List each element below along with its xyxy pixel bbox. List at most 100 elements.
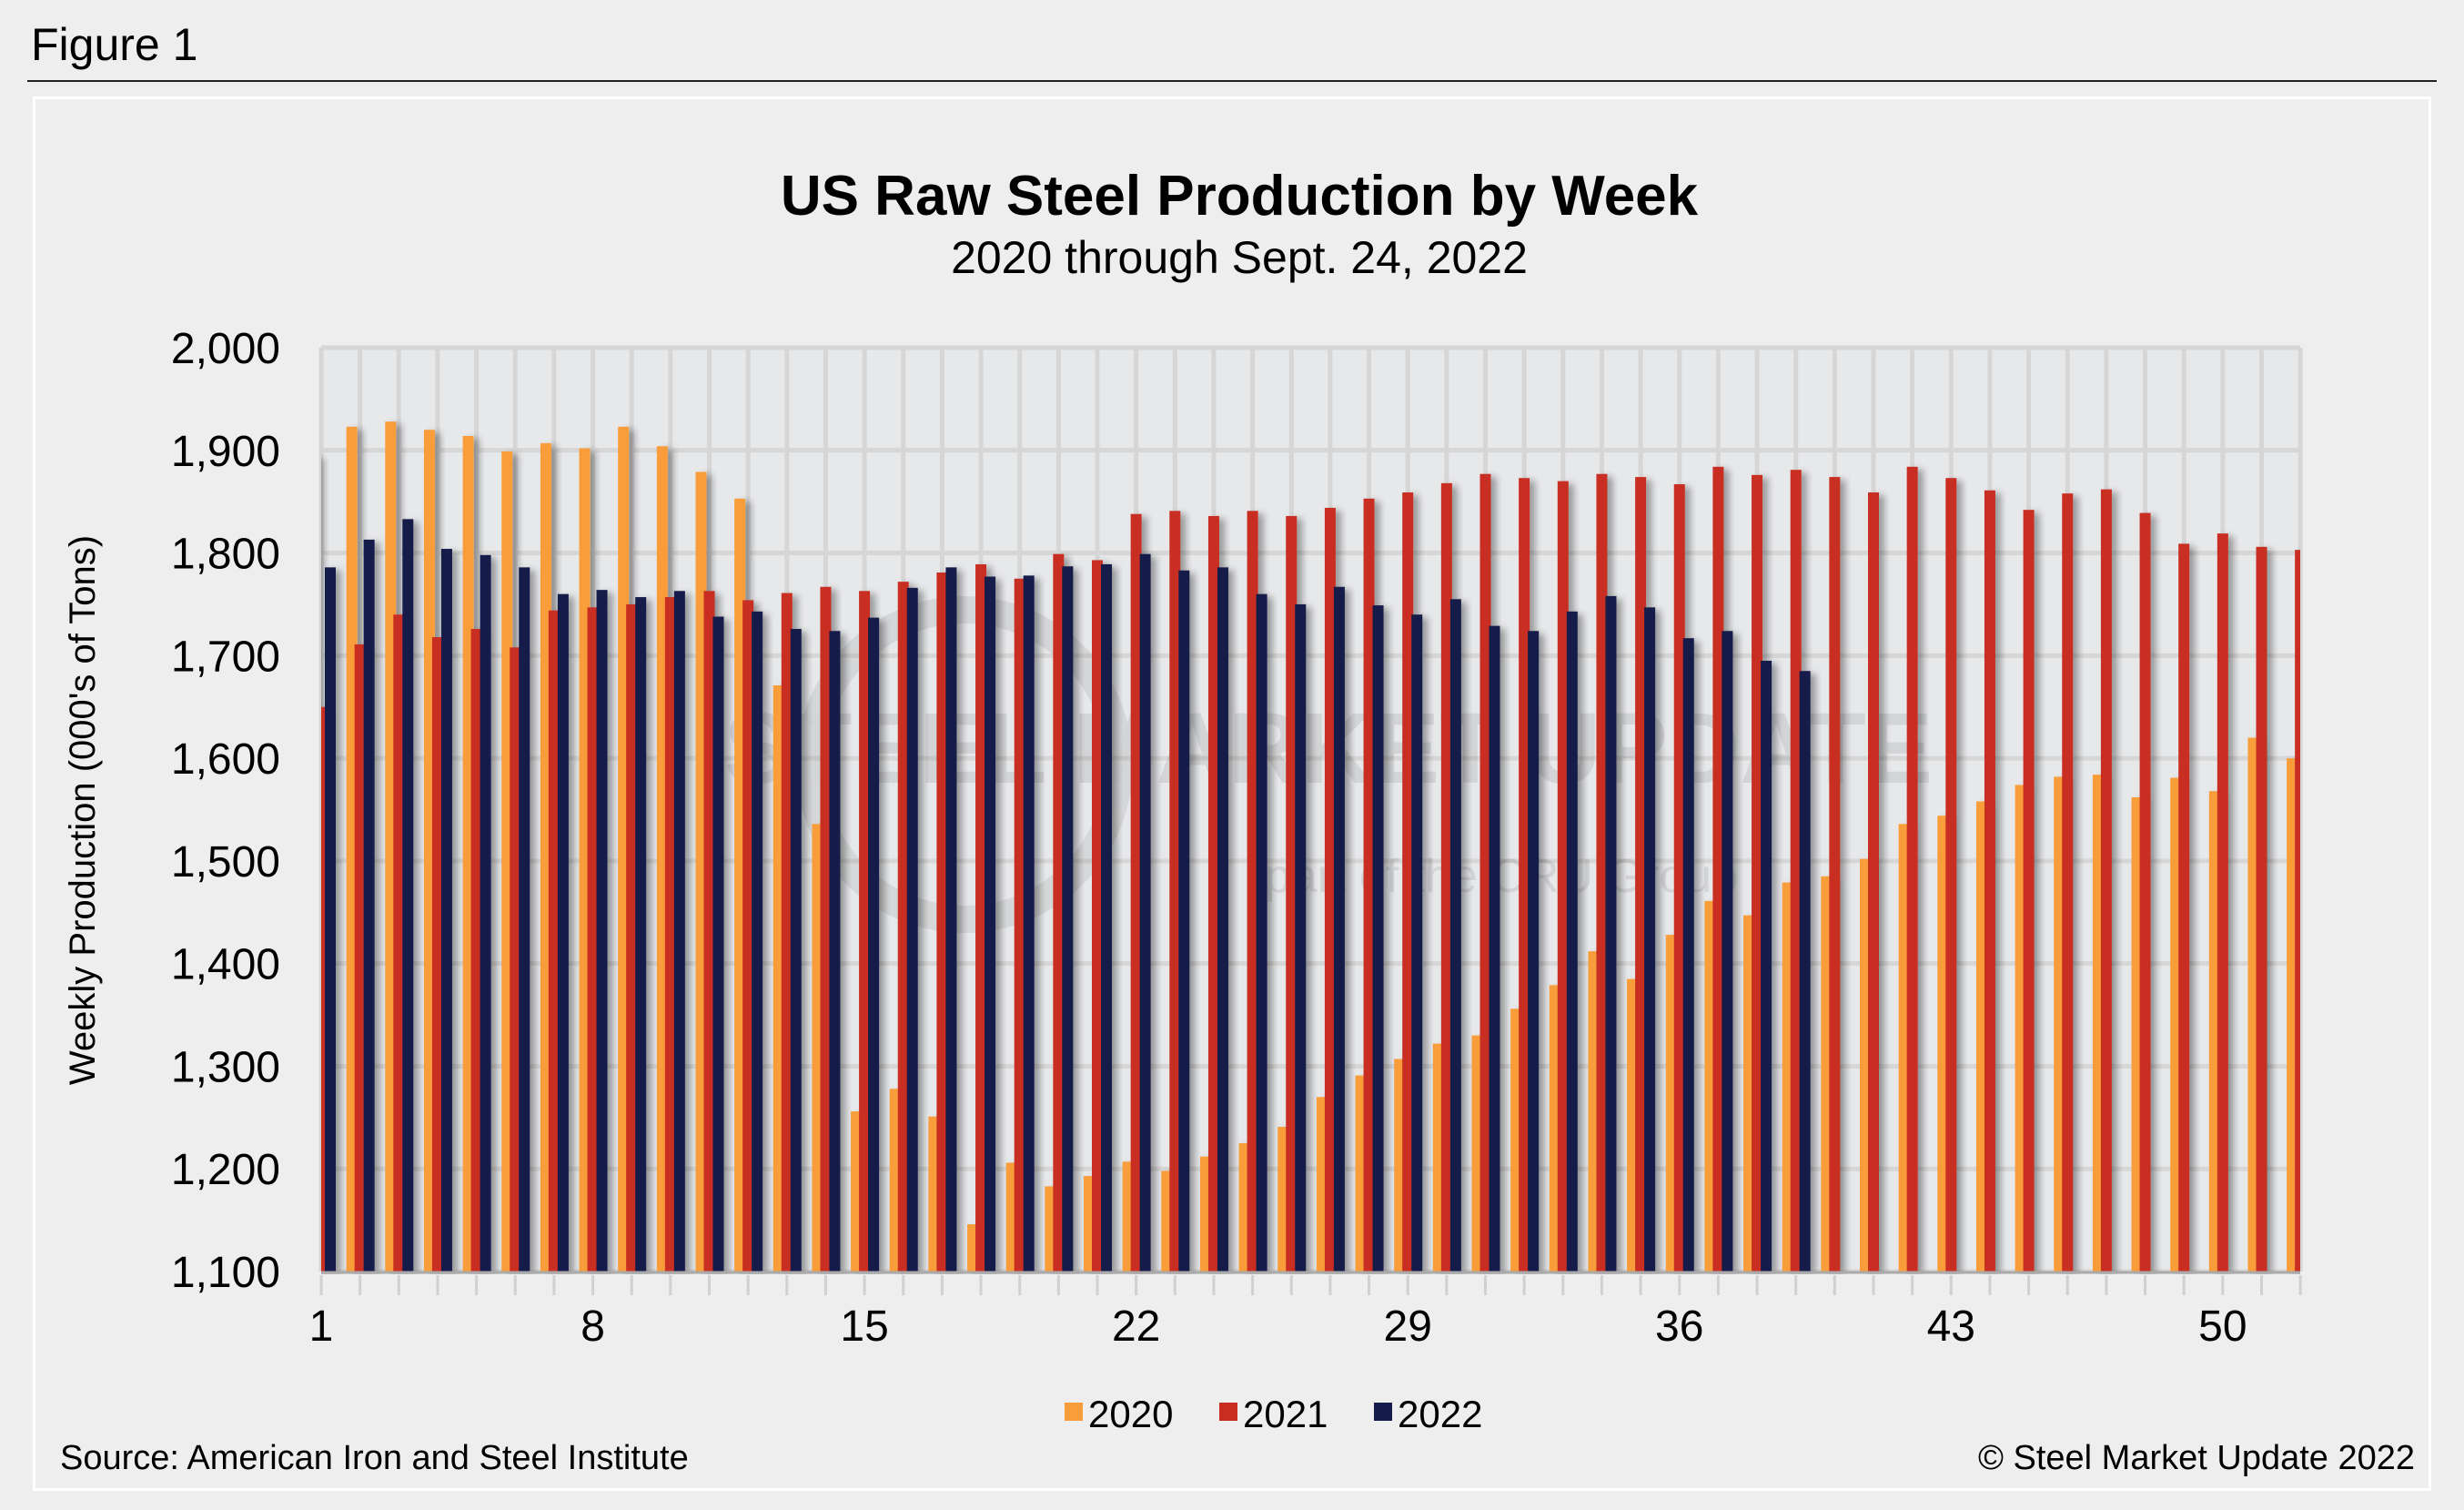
bar-2022-week-13	[790, 629, 802, 1272]
bar-2022-week-35	[1644, 607, 1656, 1272]
bar-2022-week-33	[1566, 611, 1578, 1272]
bar-2021-week-18	[975, 563, 987, 1272]
bar-2021-week-21	[1092, 560, 1103, 1272]
bar-2022-week-19	[1023, 575, 1035, 1272]
bar-2022-week-16	[906, 587, 918, 1272]
bar-2021-week-5	[470, 629, 482, 1272]
bar-2021-week-43	[1945, 478, 1957, 1272]
bar-2022-week-8	[596, 590, 608, 1272]
legend-label-2020: 2020	[1088, 1393, 1173, 1435]
x-tick-label: 15	[840, 1302, 888, 1351]
x-tick-label: 8	[581, 1302, 605, 1351]
bar-2021-week-46	[2062, 493, 2074, 1272]
x-axis-ticks: 1 8 15 22 29 36 43 50	[309, 1275, 2302, 1351]
bar-2022-week-17	[945, 567, 957, 1272]
legend-swatch-2022	[1374, 1403, 1392, 1421]
bar-2021-week-10	[664, 597, 676, 1272]
bar-2022-week-22	[1139, 553, 1151, 1272]
bar-2022-week-32	[1528, 631, 1540, 1272]
bar-2020-week-5	[462, 435, 474, 1272]
bar-2022-week-26	[1295, 603, 1307, 1272]
bar-2021-week-32	[1519, 478, 1530, 1272]
bar-2021-week-38	[1752, 474, 1763, 1272]
bar-2021-week-24	[1207, 515, 1219, 1272]
bar-2022-week-2	[363, 539, 375, 1272]
bar-2021-week-19	[1014, 578, 1025, 1272]
bar-2021-week-15	[859, 591, 871, 1272]
bar-2022-week-12	[752, 611, 763, 1272]
y-tick-label: 1,600	[171, 735, 280, 784]
bar-2021-week-13	[781, 593, 793, 1272]
y-tick-label: 1,400	[171, 941, 280, 989]
bar-2021-week-39	[1790, 470, 1802, 1272]
bar-2021-week-42	[1906, 466, 1918, 1272]
bar-2021-week-35	[1635, 477, 1647, 1272]
bar-2022-week-29	[1411, 614, 1423, 1272]
bar-2021-week-27	[1324, 507, 1336, 1272]
bar-2021-week-33	[1557, 481, 1569, 1272]
bar-2022-week-11	[712, 616, 724, 1272]
bar-2021-week-16	[897, 582, 909, 1272]
bar-2021-week-51	[2256, 546, 2267, 1272]
bar-2021-week-30	[1440, 482, 1452, 1272]
y-tick-label: 1,800	[171, 531, 280, 579]
bar-2022-week-1	[325, 567, 336, 1272]
bar-2021-week-6	[510, 647, 521, 1272]
bar-2021-week-25	[1247, 511, 1258, 1272]
bar-2021-week-31	[1479, 473, 1491, 1272]
bar-2021-week-29	[1402, 492, 1414, 1272]
bar-2022-week-34	[1605, 595, 1617, 1272]
bar-2021-week-7	[548, 610, 560, 1272]
bar-2022-week-27	[1333, 586, 1345, 1272]
bar-2021-week-3	[393, 614, 405, 1272]
bar-2021-week-47	[2100, 489, 2112, 1272]
bar-2022-week-10	[673, 591, 685, 1272]
bar-2021-week-1	[321, 706, 327, 1272]
bar-2022-week-39	[1799, 671, 1811, 1272]
y-tick-label: 1,700	[171, 633, 280, 681]
y-axis-ticks: 1,100 1,200 1,300 1,400 1,500 1,600 1,700 1,800…	[171, 325, 280, 1297]
chart-title: US Raw Steel Production by Week	[781, 165, 1699, 228]
bar-2021-week-2	[354, 644, 366, 1272]
x-tick-label: 43	[1927, 1302, 1975, 1351]
chart-subtitle: 2020 through Sept. 24, 2022	[951, 232, 1528, 283]
bar-2021-week-50	[2217, 533, 2228, 1272]
bar-2021-week-52	[2295, 550, 2300, 1272]
bar-2022-week-28	[1372, 605, 1384, 1272]
y-tick-label: 1,200	[171, 1146, 280, 1194]
bar-2022-week-23	[1178, 570, 1190, 1272]
x-tick-label: 1	[309, 1302, 334, 1351]
bar-2022-week-3	[402, 519, 414, 1272]
bar-2022-week-9	[635, 597, 647, 1272]
bar-2021-week-8	[587, 607, 599, 1272]
y-tick-label: 1,100	[171, 1249, 280, 1297]
bar-2021-week-26	[1286, 515, 1298, 1272]
bar-2022-week-20	[1062, 566, 1074, 1272]
copyright-note: © Steel Market Update 2022	[1978, 1439, 2415, 1477]
bars	[321, 421, 2300, 1272]
bar-2021-week-9	[626, 603, 638, 1272]
bar-2021-week-14	[820, 586, 832, 1272]
bar-2021-week-11	[703, 591, 715, 1272]
bar-2021-week-28	[1363, 498, 1375, 1272]
legend: 2020 2021 2022	[1065, 1393, 1482, 1435]
bar-2022-week-18	[985, 576, 996, 1272]
x-tick-label: 50	[2198, 1302, 2247, 1351]
legend-label-2022: 2022	[1398, 1393, 1482, 1435]
x-tick-label: 36	[1655, 1302, 1703, 1351]
bar-2021-week-22	[1130, 513, 1142, 1272]
bar-2022-week-6	[519, 567, 530, 1272]
bar-2022-week-36	[1682, 638, 1694, 1272]
bar-2021-week-36	[1673, 483, 1685, 1272]
bar-2022-week-25	[1256, 593, 1267, 1272]
bar-2022-week-5	[480, 554, 491, 1272]
legend-swatch-2021	[1219, 1403, 1237, 1421]
y-tick-label: 2,000	[171, 325, 280, 373]
bar-2022-week-4	[440, 549, 452, 1272]
x-tick-label: 22	[1112, 1302, 1160, 1351]
bar-2021-week-23	[1169, 511, 1181, 1272]
bar-2022-week-31	[1489, 625, 1500, 1272]
bar-2021-week-4	[431, 637, 443, 1272]
y-tick-label: 1,500	[171, 838, 280, 887]
